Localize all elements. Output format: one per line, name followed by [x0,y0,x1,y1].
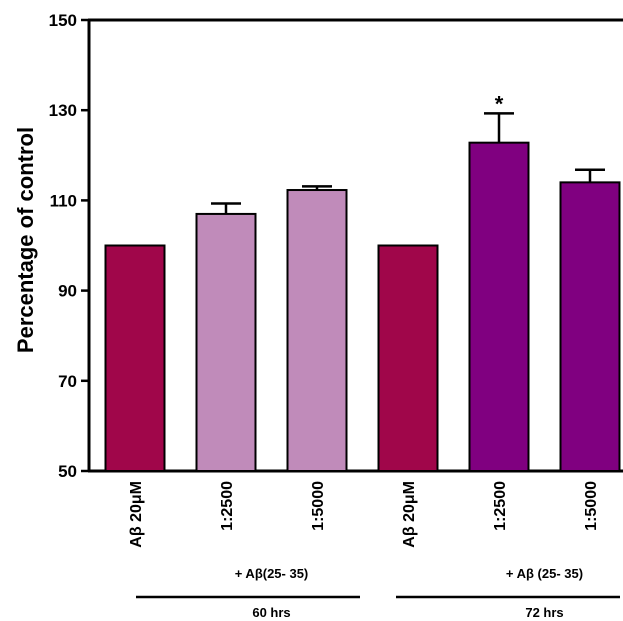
x-category-label: Aβ 20μM [128,481,145,548]
y-tick-label: 70 [58,372,77,391]
group-time-label: 72 hrs [525,605,563,620]
y-tick-label: 130 [49,101,77,120]
plot-area: 50 70 90 110 130 150 Aβ 20μM 1:2500 1:5000 Aβ 20μ… [49,11,623,620]
y-tick-label: 50 [58,462,77,481]
y-tick-label: 150 [49,11,77,30]
bar [286,189,348,472]
x-category-label: Aβ 20μM [401,481,418,548]
bar [377,244,439,472]
significance-marker: * [495,91,504,116]
x-category-label: 1:2500 [219,481,236,531]
group-time-label: 60 hrs [252,605,290,620]
bar [559,181,621,473]
x-category-label: 1:2500 [492,481,509,531]
group-treatment-label: + Aβ(25- 35) [235,566,309,581]
y-axis-title: Percentage of control [13,127,38,353]
bar [195,212,257,472]
x-category-label: 1:5000 [583,481,600,531]
y-tick-label: 110 [50,191,77,210]
x-category-label: 1:5000 [310,481,327,531]
y-tick-label: 90 [58,282,77,301]
bar [468,141,530,472]
bar [104,244,166,472]
group-treatment-label: + Aβ (25- 35) [506,566,583,581]
